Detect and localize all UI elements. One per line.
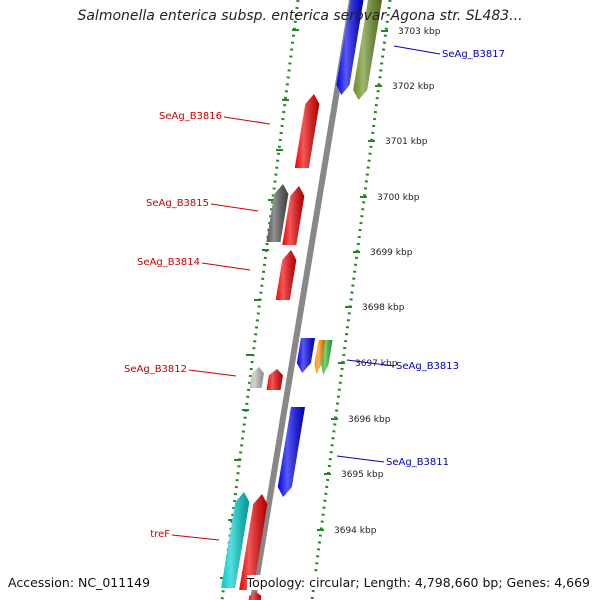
gene-label-leader — [210, 203, 259, 212]
gene-label: SeAg_B3812 — [124, 364, 187, 375]
red-cds-3816-shade — [294, 94, 320, 168]
orange-feature-3813-shade — [314, 340, 326, 374]
kbp-tick-label: 3694 kbp — [334, 526, 377, 536]
gene-features — [221, 0, 382, 600]
red-cds-bottom-shade — [248, 592, 262, 600]
olive-cds-top-shade — [353, 0, 382, 100]
red-cds-3815-shade — [282, 186, 305, 245]
kbp-ticks: 3703 kbp 3702 kbp 3701 kbp 3700 kbp 3699 kbp… — [220, 27, 441, 579]
gene-label-leader — [223, 116, 271, 125]
gene-label-leader — [336, 455, 385, 463]
dotted-line-right — [310, 0, 392, 600]
kbp-tick-label: 3695 kbp — [341, 470, 384, 480]
red-cds-3812-shade — [266, 369, 283, 390]
gene-label: SeAg_B3815 — [146, 198, 209, 209]
gene-label: SeAg_B3817 — [442, 49, 505, 60]
gene-label: SeAg_B3814 — [137, 257, 200, 268]
kbp-tick-label: 3703 kbp — [398, 27, 441, 37]
kbp-tick-label: 3699 kbp — [370, 248, 413, 258]
gene-label-leader — [346, 359, 395, 367]
kbp-tick-label: 3701 kbp — [385, 137, 428, 147]
red-cds-3814-shade — [275, 250, 297, 300]
topology-stats: Topology: circular; Length: 4,798,660 bp… — [246, 575, 590, 590]
genome-title: Salmonella enterica subsp. enterica sero… — [77, 8, 523, 24]
gene-label-leader — [393, 45, 441, 55]
blue-cds-3813-shade — [296, 338, 315, 373]
gene-label-leader — [171, 534, 220, 541]
lightgray-feature-3812-shade — [249, 367, 264, 388]
blue-cds-top-shade — [336, 0, 364, 95]
kbp-tick-label: 3700 kbp — [377, 193, 420, 203]
kbp-tick-label: 3698 kbp — [362, 303, 405, 313]
kbp-tick-label: 3696 kbp — [348, 415, 391, 425]
red-cds-tref-shade — [239, 494, 268, 590]
gene-label-leader — [201, 262, 251, 271]
backbone — [250, 0, 355, 600]
accession-text: Accession: NC_011149 — [8, 575, 151, 590]
gray-cds-3815-shade — [266, 184, 289, 242]
gene-label: SeAg_B3816 — [159, 111, 222, 122]
gene-label: treF — [150, 529, 170, 540]
gene-label: SeAg_B3813 — [396, 361, 459, 372]
backbone-line — [250, 0, 355, 600]
gene-labels: SeAg_B3817 SeAg_B3816 SeAg_B3815 SeAg_B3814… — [124, 45, 505, 541]
blue-cds-3811-shade — [277, 407, 305, 497]
gene-label: SeAg_B3811 — [386, 457, 449, 468]
cyan-cds-tref-shade — [221, 492, 250, 588]
kbp-tick-label: 3702 kbp — [392, 82, 435, 92]
green-feature-3813-shade — [321, 340, 333, 375]
gene-label-leader — [188, 369, 237, 377]
